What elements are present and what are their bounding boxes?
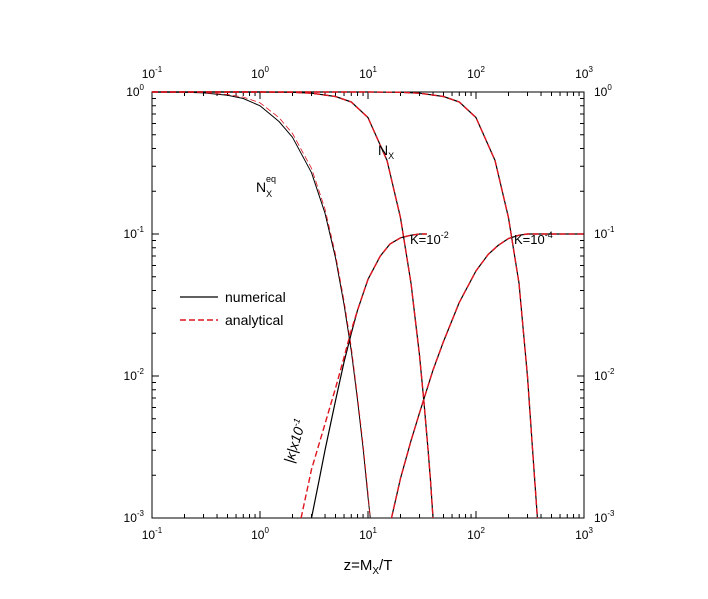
annotation-nx: NX xyxy=(378,142,394,161)
annotation-nxeq: NX xyxy=(256,179,272,199)
x-tick-label-top: 102 xyxy=(467,65,485,81)
legend-label-numerical: numerical xyxy=(225,289,286,305)
legend: numerical analytical xyxy=(180,289,286,328)
y-tick-label-right: 10-2 xyxy=(594,367,615,383)
series-line-nxeq-numerical xyxy=(151,91,371,519)
ticks-group xyxy=(151,92,584,519)
series-line-kappa-analytical xyxy=(300,233,427,519)
y-tick-label-left: 10-3 xyxy=(124,509,145,525)
annotation-nxeq-sup: eq xyxy=(266,174,276,184)
series-line-kappa-k1e-4-numerical xyxy=(390,233,584,519)
x-tick-label-top: 10-1 xyxy=(142,65,163,81)
x-tick-label-bottom: 102 xyxy=(467,526,485,542)
x-tick-label-bottom: 10-1 xyxy=(142,526,163,542)
series-line-nxeq-analytical xyxy=(151,91,371,519)
series-line-nx-k1e-2-analytical xyxy=(152,91,434,519)
x-tick-label-top: 101 xyxy=(359,65,377,81)
series-group xyxy=(151,91,584,519)
legend-label-analytical: analytical xyxy=(225,312,283,328)
x-tick-label-bottom: 101 xyxy=(359,526,377,542)
y-tick-label-right: 100 xyxy=(594,83,612,99)
y-tick-label-left: 10-1 xyxy=(124,225,145,241)
x-tick-label-top: 100 xyxy=(251,65,269,81)
x-tick-label-bottom: 103 xyxy=(575,526,593,542)
x-tick-label-bottom: 100 xyxy=(251,526,269,542)
y-tick-label-right: 10-1 xyxy=(594,225,615,241)
x-tick-label-top: 103 xyxy=(575,65,593,81)
annotation-kappa: |κ|x10-1 xyxy=(280,417,309,465)
x-axis-title: z=MX/T xyxy=(344,557,393,577)
y-tick-label-left: 100 xyxy=(126,83,144,99)
series-line-kappa-k1e-4-analytical xyxy=(390,233,584,519)
annotation-k1e-4: K=10-4 xyxy=(514,230,553,247)
series-line-nx-k1e-4-analytical xyxy=(152,91,539,519)
y-tick-label-left: 10-2 xyxy=(124,367,145,383)
y-tick-label-right: 10-3 xyxy=(594,509,615,525)
plot-frame xyxy=(151,91,585,519)
annotation-k1e-2: K=10-2 xyxy=(410,230,449,247)
